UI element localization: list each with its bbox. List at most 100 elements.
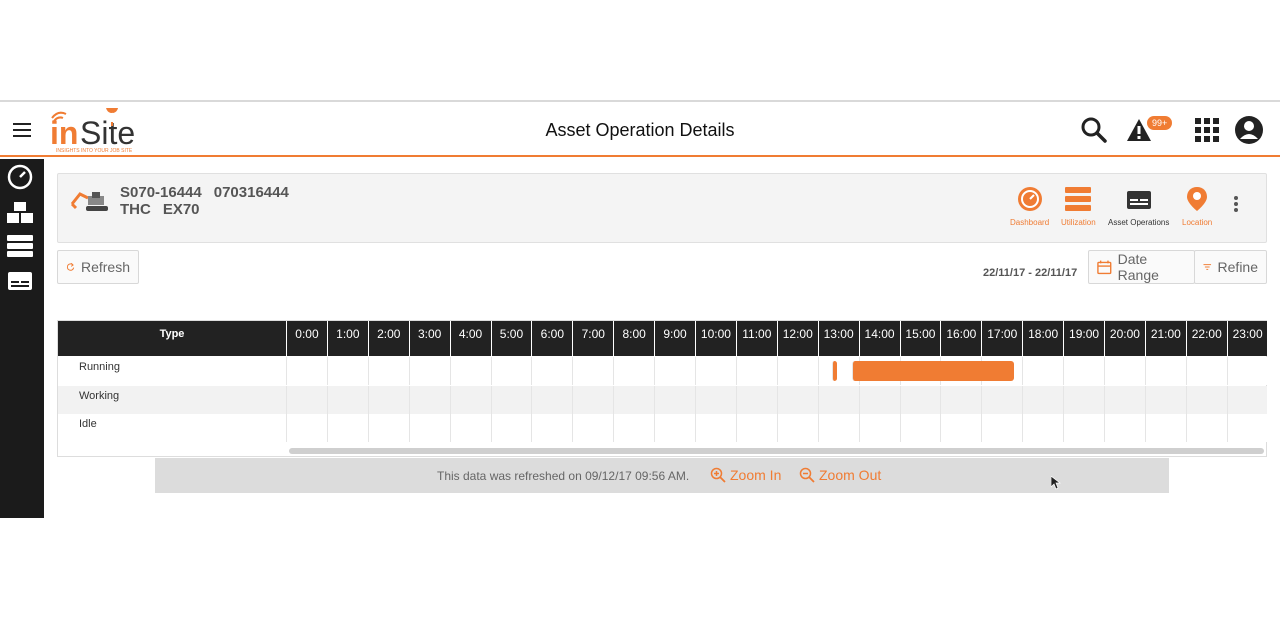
hour-cell: [858, 414, 900, 442]
hour-cell: [1144, 414, 1186, 442]
hour-cell: [695, 414, 736, 442]
search-icon[interactable]: [1078, 114, 1110, 146]
hour-header-cell: 7:00: [572, 321, 613, 356]
zoom-out-icon: [799, 467, 815, 483]
hour-cell: [817, 385, 859, 414]
hour-header-cell: 22:00: [1185, 321, 1227, 356]
asset-summary-card: S070-16444 070316444 THC EX70 Dashboard Ut…: [57, 173, 1267, 243]
refresh-icon: [66, 262, 75, 271]
hour-cell: [899, 414, 941, 442]
hour-cell: [817, 357, 859, 385]
hour-cell: [367, 357, 409, 385]
hour-header-cell: 1:00: [326, 321, 368, 356]
hour-cell: [1022, 385, 1063, 414]
hour-cell: [940, 385, 981, 414]
horizontal-scrollbar[interactable]: [289, 448, 1264, 454]
hour-cell: [408, 357, 450, 385]
refresh-button[interactable]: Refresh: [57, 250, 139, 284]
hour-cell: [735, 357, 777, 385]
hour-cell: [1144, 357, 1186, 385]
insite-logo[interactable]: in Site INSIGHTS INTO YOUR JOB SITE: [48, 101, 158, 154]
timeline-header: Type 0:00 1:00 2:00 3:00 4:00 5:00 6:00 7:00 8:0…: [58, 321, 1267, 356]
dashboard-gauge-icon[interactable]: [6, 163, 34, 191]
hour-cell: [695, 357, 736, 385]
alert-count-badge: 99+: [1147, 116, 1173, 130]
row-hour-cells: [286, 414, 1267, 442]
hour-header-cell: 21:00: [1144, 321, 1186, 356]
more-options-icon[interactable]: [1231, 196, 1241, 216]
hour-cell: [981, 385, 1022, 414]
hour-header-cell: 5:00: [490, 321, 532, 356]
zoom-in-button[interactable]: Zoom In: [710, 467, 781, 483]
hour-cell: [408, 385, 450, 414]
refresh-timestamp-message: This data was refreshed on 09/12/17 09:5…: [437, 469, 690, 483]
hour-cell: [1022, 357, 1063, 385]
calendar-icon: [1097, 260, 1112, 275]
zoom-out-button[interactable]: Zoom Out: [799, 467, 881, 483]
hour-header-cell: 3:00: [408, 321, 450, 356]
asset-nav-label: Location: [1182, 218, 1213, 227]
asset-operations-icon: [1126, 191, 1151, 209]
hour-cell: [776, 414, 818, 442]
hour-header-cell: 18:00: [1022, 321, 1063, 356]
hour-cell: [572, 385, 613, 414]
asset-nav-dashboard[interactable]: Dashboard: [1010, 186, 1049, 227]
operation-segment-bar[interactable]: [852, 361, 1014, 381]
location-pin-icon: [1187, 187, 1208, 211]
refine-button[interactable]: Refine: [1194, 250, 1267, 284]
timeline-row: Idle: [58, 414, 1267, 442]
user-account-icon[interactable]: [1233, 114, 1265, 146]
hour-cell: [1185, 357, 1227, 385]
hour-cell: [613, 414, 654, 442]
utilization-list-icon[interactable]: [6, 232, 34, 260]
alert-icon[interactable]: [1123, 114, 1155, 146]
asset-nav-asset-operations[interactable]: Asset Operations: [1108, 186, 1169, 227]
assets-boxes-icon[interactable]: [6, 199, 34, 227]
hour-cell: [367, 385, 409, 414]
hour-cell: [531, 357, 572, 385]
row-type-label: Running: [79, 361, 120, 373]
hour-cell: [1022, 414, 1063, 442]
operations-card-icon[interactable]: [6, 267, 34, 295]
menu-icon[interactable]: [13, 123, 31, 137]
svg-text:in: in: [50, 115, 78, 151]
hour-cell: [1104, 357, 1145, 385]
hour-cell: [490, 357, 532, 385]
hour-cell: [490, 385, 532, 414]
hour-cell: [572, 357, 613, 385]
mouse-cursor: [1050, 475, 1062, 495]
asset-nav-utilization[interactable]: Utilization: [1061, 186, 1096, 227]
svg-text:INSIGHTS INTO YOUR JOB SITE: INSIGHTS INTO YOUR JOB SITE: [56, 148, 133, 154]
row-hour-cells: [286, 357, 1267, 385]
date-range-button[interactable]: Date Range: [1088, 250, 1195, 284]
hour-cell: [940, 414, 981, 442]
hour-header-cell: 9:00: [654, 321, 695, 356]
hour-cell: [1226, 414, 1268, 442]
zoom-in-label: Zoom In: [730, 467, 782, 483]
hour-cell: [1063, 385, 1104, 414]
hour-cell: [449, 357, 491, 385]
asset-nav-label: Asset Operations: [1108, 218, 1170, 227]
operation-segment-bar[interactable]: [832, 361, 837, 381]
hour-cell: [572, 414, 613, 442]
hour-cell: [776, 385, 818, 414]
hour-cell: [490, 414, 532, 442]
hour-cell: [326, 357, 368, 385]
asset-nav-label: Utilization: [1061, 218, 1096, 227]
hour-cell: [654, 357, 695, 385]
asset-nav-location[interactable]: Location: [1182, 186, 1212, 227]
hour-cell: [695, 385, 736, 414]
timeline-row: Working: [58, 385, 1267, 414]
hour-header-cell: 12:00: [776, 321, 818, 356]
hour-header-cell: 6:00: [531, 321, 572, 356]
type-column-header: Type: [159, 328, 185, 340]
asset-make: THC: [120, 201, 151, 218]
hour-cell: [735, 414, 777, 442]
apps-grid-icon[interactable]: [1191, 114, 1223, 146]
hour-cell: [1185, 385, 1227, 414]
hour-cell: [449, 385, 491, 414]
asset-nav-label: Dashboard: [1010, 218, 1050, 227]
hour-header-cell: 2:00: [367, 321, 409, 356]
svg-text:Site: Site: [80, 115, 135, 151]
hour-cell: [326, 385, 368, 414]
